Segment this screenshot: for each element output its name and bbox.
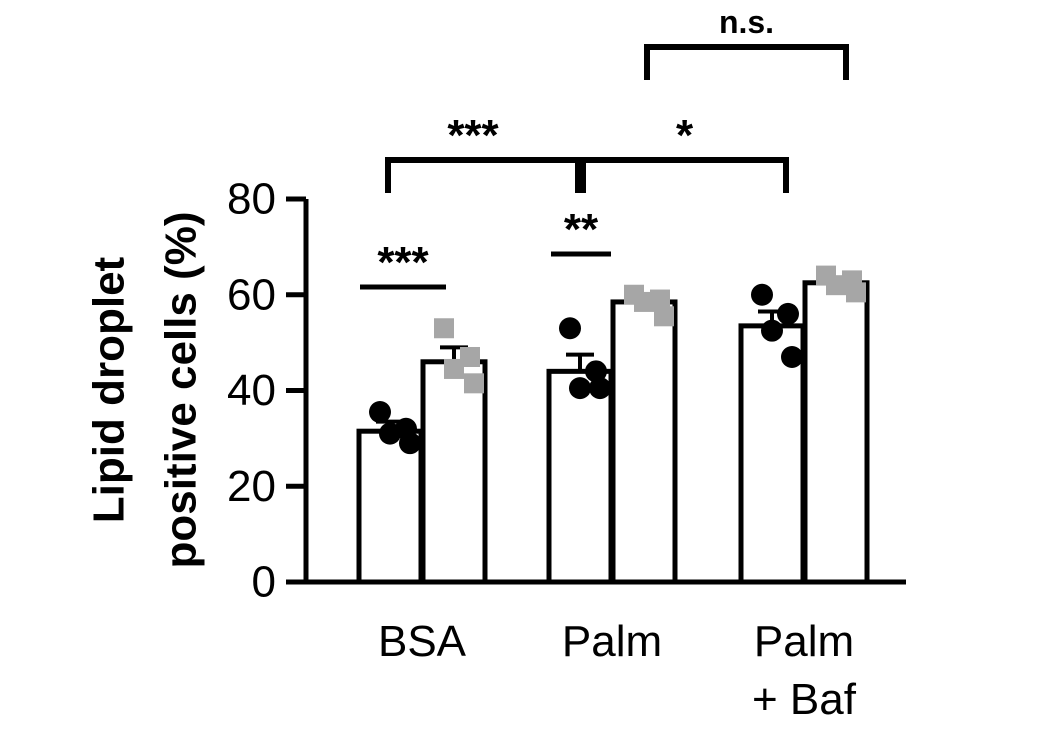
y-tick-label: 40 bbox=[227, 366, 276, 415]
category-label: BSA bbox=[378, 617, 467, 666]
y-axis-title-line: positive cells (%) bbox=[157, 211, 206, 568]
bar bbox=[610, 299, 678, 585]
category-labels: BSA Palm Palm + Baf bbox=[378, 617, 857, 724]
data-point-square bbox=[650, 289, 670, 310]
y-tick-label: 0 bbox=[252, 558, 276, 607]
y-tick-label: 80 bbox=[227, 175, 276, 224]
data-point-square bbox=[464, 373, 484, 394]
y-tick-label: 60 bbox=[227, 270, 276, 319]
data-point-square bbox=[846, 282, 866, 303]
significance-bracket bbox=[580, 157, 789, 193]
significance-annotations: ******** *n.s. bbox=[360, 4, 849, 290]
category-label: Palm bbox=[754, 617, 854, 666]
data-point-circle bbox=[781, 345, 803, 368]
significance-bracket bbox=[385, 157, 581, 193]
significance-label: * bbox=[676, 111, 694, 160]
data-points bbox=[369, 265, 866, 455]
data-point-square bbox=[460, 346, 480, 367]
data-point-square bbox=[826, 275, 846, 296]
bar bbox=[738, 323, 806, 585]
data-point-circle bbox=[761, 319, 783, 342]
bar bbox=[802, 280, 870, 585]
category-label: Palm bbox=[562, 617, 662, 666]
y-axis-title: Lipid droplet positive cells (%) bbox=[85, 211, 206, 568]
data-point-circle bbox=[569, 377, 591, 400]
significance-label: ** bbox=[564, 205, 599, 254]
data-point-square bbox=[444, 358, 464, 379]
data-point-square bbox=[434, 318, 454, 339]
data-point-circle bbox=[751, 283, 773, 306]
significance-bracket bbox=[644, 44, 849, 80]
data-point-circle bbox=[585, 360, 607, 383]
significance-label: *** bbox=[377, 238, 429, 287]
data-point-circle bbox=[369, 401, 391, 424]
data-point-square bbox=[634, 291, 654, 312]
data-point-circle bbox=[589, 377, 611, 400]
bar bbox=[356, 428, 424, 585]
data-point-circle bbox=[399, 432, 421, 455]
y-tick-label: 20 bbox=[227, 462, 276, 511]
bar bbox=[420, 359, 488, 585]
data-point-circle bbox=[777, 302, 799, 325]
data-point-circle bbox=[379, 422, 401, 445]
bar bbox=[546, 368, 614, 585]
data-point-circle bbox=[559, 317, 581, 340]
y-axis-title-line: Lipid droplet bbox=[85, 256, 134, 523]
significance-label: n.s. bbox=[719, 4, 774, 40]
category-label: + Baf bbox=[752, 675, 857, 724]
data-point-square bbox=[654, 306, 674, 327]
significance-label: *** bbox=[447, 111, 499, 160]
